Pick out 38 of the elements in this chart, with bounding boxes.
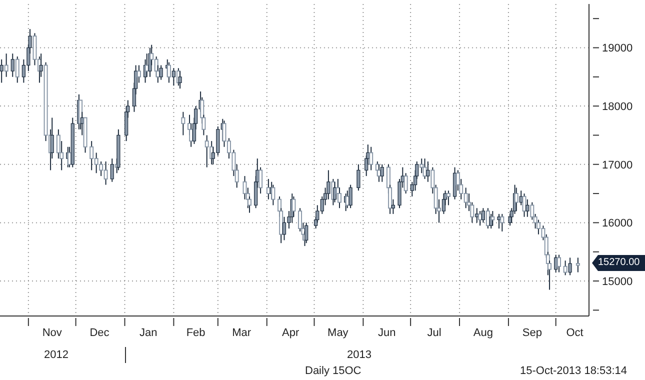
x-tick-label: Nov bbox=[42, 327, 62, 339]
x-tick-label: Oct bbox=[566, 327, 584, 339]
x-tick-label: Mar bbox=[232, 327, 252, 339]
candlestick bbox=[452, 166, 457, 200]
candlestick bbox=[522, 193, 526, 218]
candlestick bbox=[348, 184, 352, 209]
candlestick bbox=[178, 70, 182, 90]
x-tick-label: Sep bbox=[522, 327, 542, 339]
x-tick-label: Dec bbox=[90, 327, 110, 339]
candlestick bbox=[4, 53, 8, 78]
text: 15270.00 bbox=[598, 257, 640, 268]
x-tick-label: Jul bbox=[427, 327, 442, 339]
y-tick-label: 17000 bbox=[602, 159, 633, 172]
x-tick-label: Aug bbox=[473, 327, 493, 339]
y-tick-label: 16000 bbox=[602, 218, 633, 230]
text: 15-Oct-2013 18:53:14 bbox=[520, 365, 628, 377]
y-tick-label: 15000 bbox=[602, 276, 633, 288]
x-tick-label: Feb bbox=[186, 327, 206, 339]
y-tick-label: 19000 bbox=[602, 42, 633, 55]
candlestick bbox=[110, 158, 114, 182]
text: Daily 15OC bbox=[305, 365, 362, 377]
x-tick-label: May bbox=[328, 327, 349, 339]
candlestick bbox=[556, 254, 561, 273]
text: 2012 bbox=[44, 349, 68, 361]
x-tick-label: Apr bbox=[282, 327, 300, 339]
candlestick bbox=[500, 213, 504, 232]
candlestick bbox=[356, 164, 360, 192]
candlestick bbox=[15, 56, 20, 84]
x-tick-label: Jun bbox=[378, 327, 396, 339]
x-tick-label: Jan bbox=[140, 327, 158, 339]
text: 2013 bbox=[347, 349, 372, 361]
candlestick bbox=[304, 222, 308, 244]
candlestick bbox=[576, 257, 580, 273]
y-tick-label: 18000 bbox=[602, 101, 633, 114]
candlestick bbox=[380, 164, 384, 182]
candlestick bbox=[478, 210, 482, 226]
candlestick bbox=[446, 190, 450, 206]
candlestick bbox=[181, 111, 186, 136]
